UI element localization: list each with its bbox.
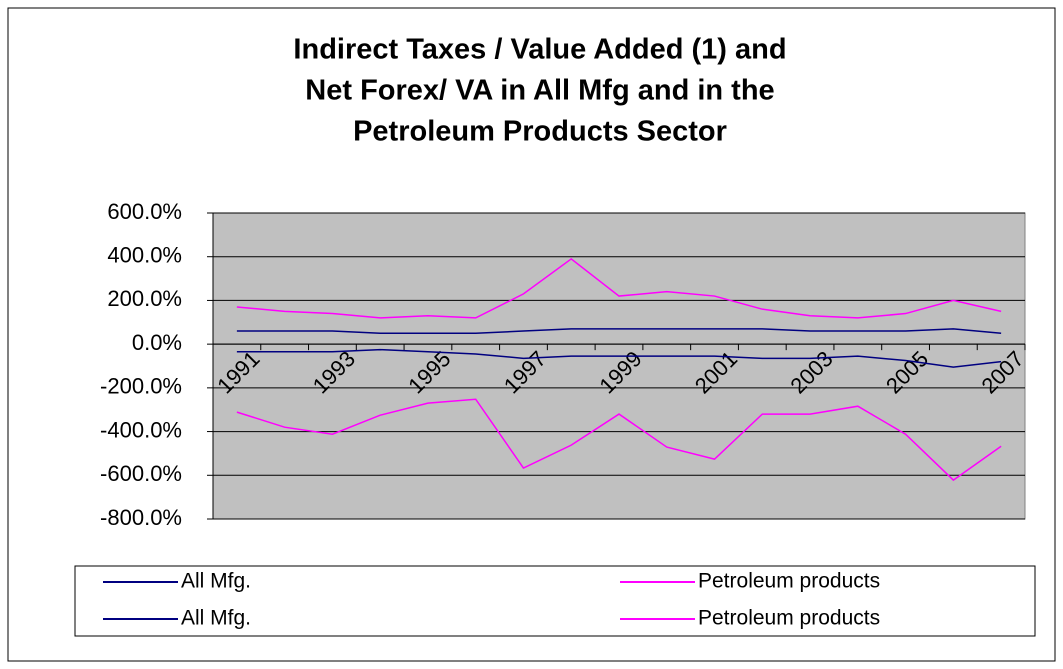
y-tick-label: 600.0%: [107, 199, 182, 224]
y-tick-label: -600.0%: [100, 461, 182, 486]
chart-title: Net Forex/ VA in All Mfg and in the: [305, 75, 774, 107]
y-tick-label: -400.0%: [100, 417, 182, 442]
chart-title: Indirect Taxes / Value Added (1) and: [293, 34, 786, 66]
plot-area: [212, 212, 1026, 520]
legend-label: All Mfg.: [181, 570, 251, 593]
y-tick-label: -800.0%: [100, 505, 182, 530]
series-line: [236, 257, 1002, 319]
legend-label: Petroleum products: [698, 607, 880, 630]
legend-label: All Mfg.: [181, 607, 251, 630]
series-line: [236, 328, 1002, 334]
y-tick-label: -200.0%: [100, 374, 182, 399]
legend-label: Petroleum products: [698, 570, 880, 593]
chart-title: Petroleum Products Sector: [353, 116, 727, 148]
series-line: [236, 348, 1002, 368]
series-line: [236, 398, 1002, 482]
y-tick-label: 400.0%: [107, 243, 182, 268]
y-tick-label: 200.0%: [107, 286, 182, 311]
y-tick-label: 0.0%: [132, 330, 182, 355]
legend: [74, 565, 1036, 637]
